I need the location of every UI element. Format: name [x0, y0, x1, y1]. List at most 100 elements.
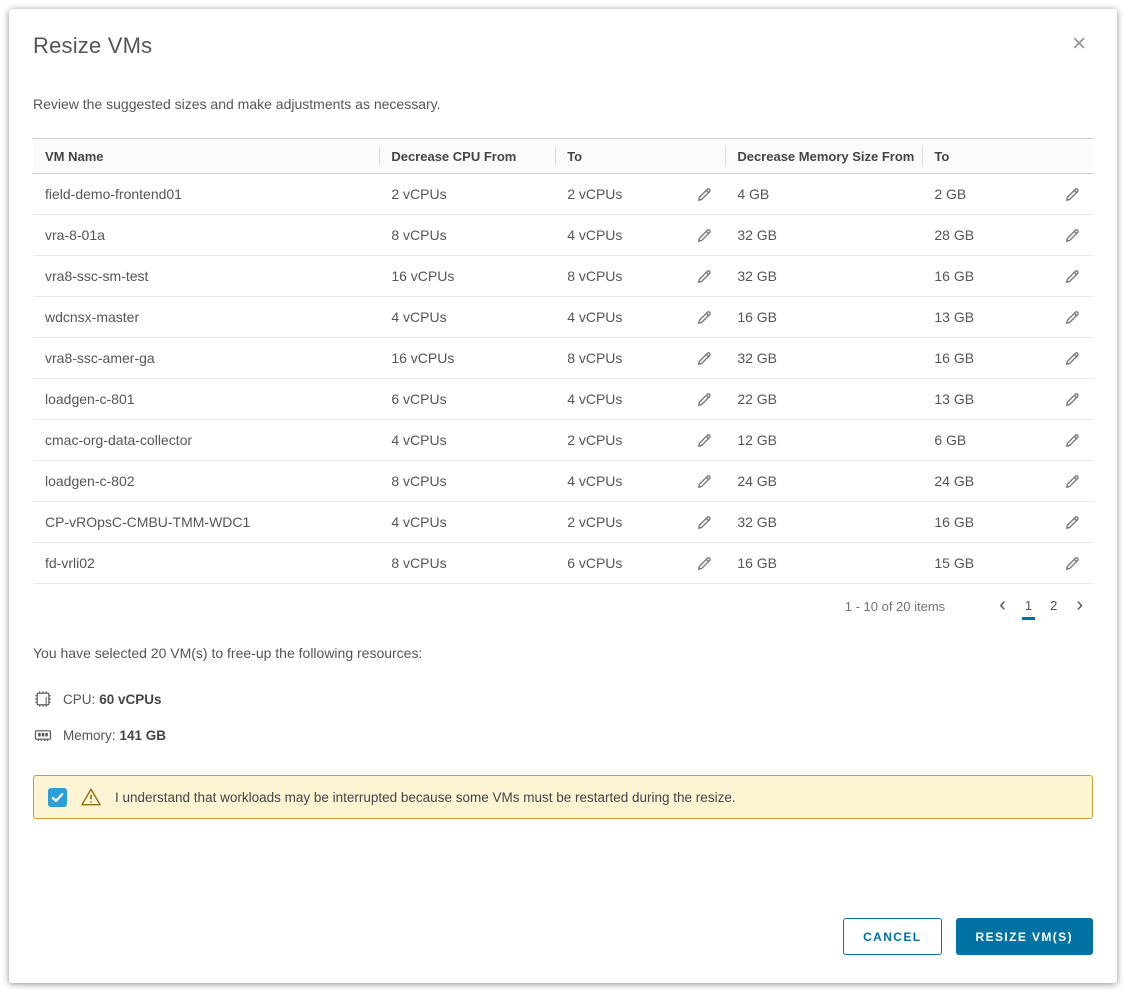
- edit-memory-icon[interactable]: [1060, 184, 1085, 205]
- cpu-to-cell: 8 vCPUs: [555, 255, 726, 297]
- cpu-to-value: 2 vCPUs: [567, 186, 623, 202]
- cpu-to-value: 4 vCPUs: [567, 227, 623, 243]
- mem-from-cell: 16 GB: [725, 542, 923, 584]
- cpu-from-cell: 8 vCPUs: [379, 214, 556, 256]
- next-page-icon[interactable]: ›: [1068, 595, 1091, 618]
- cpu-to-value: 2 vCPUs: [567, 432, 623, 448]
- column-header-cpu-from: Decrease CPU From: [379, 138, 556, 174]
- resize-vms-dialog: Resize VMs ✕ Review the suggested sizes …: [9, 9, 1117, 983]
- cpu-to-cell: 4 vCPUs: [555, 296, 726, 338]
- cpu-from-cell: 4 vCPUs: [379, 296, 556, 338]
- mem-to-value: 16 GB: [934, 350, 975, 366]
- edit-cpu-icon[interactable]: [692, 471, 717, 492]
- page-button-1[interactable]: 1: [1018, 594, 1039, 620]
- mem-to-value: 6 GB: [934, 432, 967, 448]
- dialog-header: Resize VMs ✕: [33, 29, 1093, 60]
- memory-label: Memory:: [63, 727, 116, 743]
- edit-cpu-icon[interactable]: [692, 266, 717, 287]
- close-icon[interactable]: ✕: [1065, 29, 1093, 60]
- table-header-row: VM Name Decrease CPU From To Decrease Me…: [33, 138, 1093, 174]
- cpu-to-value: 4 vCPUs: [567, 391, 623, 407]
- mem-to-value: 13 GB: [934, 391, 975, 407]
- table-row: cmac-org-data-collector 4 vCPUs 2 vCPUs …: [33, 419, 1093, 461]
- mem-to-cell: 16 GB: [922, 337, 1093, 379]
- vm-name-cell: vra-8-01a: [33, 214, 380, 256]
- dialog-footer: CANCEL RESIZE VM(S): [843, 918, 1093, 955]
- edit-memory-icon[interactable]: [1060, 471, 1085, 492]
- table-row: wdcnsx-master 4 vCPUs 4 vCPUs 16 GB 13 G…: [33, 296, 1093, 338]
- edit-cpu-icon[interactable]: [692, 512, 717, 533]
- vm-name-cell: vra8-ssc-sm-test: [33, 255, 380, 297]
- acknowledge-checkbox[interactable]: [48, 787, 67, 807]
- vm-name-cell: cmac-org-data-collector: [33, 419, 380, 461]
- vm-name-cell: field-demo-frontend01: [33, 173, 380, 215]
- mem-to-value: 15 GB: [934, 555, 975, 571]
- page-title: Resize VMs: [33, 33, 153, 58]
- prev-page-icon[interactable]: ‹: [991, 595, 1014, 618]
- edit-memory-icon[interactable]: [1060, 553, 1085, 574]
- edit-memory-icon[interactable]: [1060, 430, 1085, 451]
- cpu-from-cell: 2 vCPUs: [379, 173, 556, 215]
- cpu-to-cell: 2 vCPUs: [555, 173, 726, 215]
- vm-name-cell: vra8-ssc-amer-ga: [33, 337, 380, 379]
- cpu-from-cell: 8 vCPUs: [379, 542, 556, 584]
- mem-to-cell: 6 GB: [922, 419, 1093, 461]
- pagination: 1 - 10 of 20 items ‹ 1 2 ›: [33, 594, 1093, 620]
- table-row: vra-8-01a 8 vCPUs 4 vCPUs 32 GB 28 GB: [33, 214, 1093, 256]
- edit-cpu-icon[interactable]: [692, 553, 717, 574]
- edit-memory-icon[interactable]: [1060, 307, 1085, 328]
- table-row: field-demo-frontend01 2 vCPUs 2 vCPUs 4 …: [33, 173, 1093, 215]
- warning-icon: [80, 787, 102, 807]
- cpu-to-cell: 4 vCPUs: [555, 378, 726, 420]
- cpu-to-cell: 2 vCPUs: [555, 501, 726, 543]
- memory-icon: [34, 730, 52, 741]
- edit-cpu-icon[interactable]: [692, 307, 717, 328]
- table-row: loadgen-c-802 8 vCPUs 4 vCPUs 24 GB 24 G…: [33, 460, 1093, 502]
- cpu-to-cell: 8 vCPUs: [555, 337, 726, 379]
- vm-name-cell: CP-vROpsC-CMBU-TMM-WDC1: [33, 501, 380, 543]
- cancel-button[interactable]: CANCEL: [843, 918, 942, 955]
- edit-memory-icon[interactable]: [1060, 266, 1085, 287]
- mem-to-value: 24 GB: [934, 473, 975, 489]
- table-row: vra8-ssc-sm-test 16 vCPUs 8 vCPUs 32 GB …: [33, 255, 1093, 297]
- warning-text: I understand that workloads may be inter…: [115, 789, 736, 805]
- cpu-to-cell: 2 vCPUs: [555, 419, 726, 461]
- mem-from-cell: 32 GB: [725, 337, 923, 379]
- edit-memory-icon[interactable]: [1060, 225, 1085, 246]
- edit-memory-icon[interactable]: [1060, 348, 1085, 369]
- cpu-label: CPU:: [63, 691, 96, 707]
- cpu-icon: [35, 691, 51, 707]
- cpu-from-cell: 8 vCPUs: [379, 460, 556, 502]
- table-row: vra8-ssc-amer-ga 16 vCPUs 8 vCPUs 32 GB …: [33, 337, 1093, 379]
- edit-cpu-icon[interactable]: [692, 430, 717, 451]
- edit-memory-icon[interactable]: [1060, 389, 1085, 410]
- cpu-to-cell: 6 vCPUs: [555, 542, 726, 584]
- edit-cpu-icon[interactable]: [692, 184, 717, 205]
- mem-from-cell: 4 GB: [725, 173, 923, 215]
- memory-value: 141 GB: [119, 727, 167, 743]
- mem-from-cell: 32 GB: [725, 214, 923, 256]
- page-button-2[interactable]: 2: [1043, 594, 1064, 619]
- cpu-value: 60 vCPUs: [99, 691, 162, 707]
- vm-name-cell: wdcnsx-master: [33, 296, 380, 338]
- selection-summary: You have selected 20 VM(s) to free-up th…: [33, 645, 423, 661]
- cpu-from-cell: 4 vCPUs: [379, 501, 556, 543]
- pagination-summary: 1 - 10 of 20 items: [844, 599, 946, 614]
- edit-cpu-icon[interactable]: [692, 348, 717, 369]
- vm-table-body: field-demo-frontend01 2 vCPUs 2 vCPUs 4 …: [33, 173, 1093, 584]
- edit-cpu-icon[interactable]: [692, 225, 717, 246]
- cpu-from-cell: 16 vCPUs: [379, 255, 556, 297]
- edit-memory-icon[interactable]: [1060, 512, 1085, 533]
- mem-to-cell: 16 GB: [922, 501, 1093, 543]
- mem-to-value: 13 GB: [934, 309, 975, 325]
- mem-from-cell: 22 GB: [725, 378, 923, 420]
- resize-vms-button[interactable]: RESIZE VM(S): [955, 918, 1093, 955]
- edit-cpu-icon[interactable]: [692, 389, 717, 410]
- column-header-cpu-to: To: [555, 138, 726, 174]
- column-header-vm-name: VM Name: [33, 138, 380, 174]
- mem-to-value: 2 GB: [934, 186, 967, 202]
- table-row: loadgen-c-801 6 vCPUs 4 vCPUs 22 GB 13 G…: [33, 378, 1093, 420]
- mem-to-cell: 15 GB: [922, 542, 1093, 584]
- mem-from-cell: 32 GB: [725, 501, 923, 543]
- mem-to-cell: 2 GB: [922, 173, 1093, 215]
